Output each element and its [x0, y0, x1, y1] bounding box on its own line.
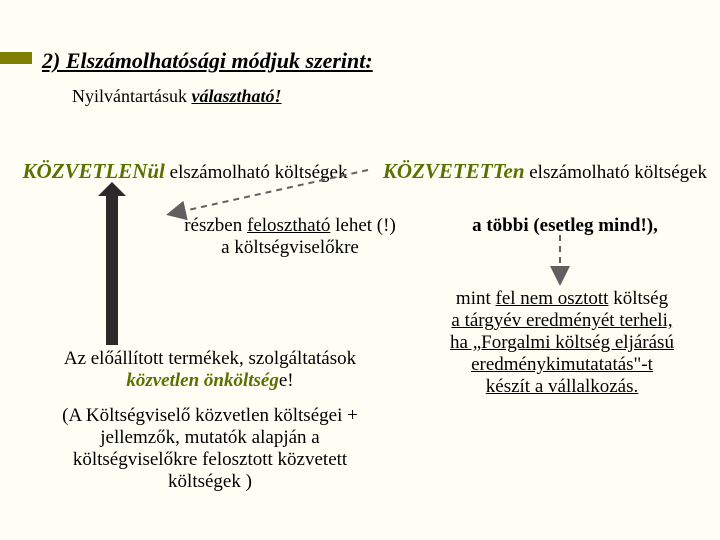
- mid-left-suffix: lehet (!): [330, 215, 395, 236]
- rb-l1c: költség: [608, 288, 668, 309]
- lb1-b: közvetlen önköltség: [126, 370, 279, 391]
- rb-l2: a tárgyév eredményét terheli,: [451, 310, 672, 331]
- rb-l1a: mint: [456, 288, 496, 309]
- lb1-c: e!: [279, 370, 294, 391]
- rb-l1b: fel nem osztott: [496, 288, 609, 309]
- mid-left-text: részben felosztható lehet (!) a költségv…: [160, 215, 420, 259]
- heading-left-rest: elszámolható költségek: [165, 162, 348, 183]
- mid-left-line2: a költségviselőkre: [221, 237, 359, 258]
- mid-left-ul: felosztható: [247, 215, 330, 236]
- rb-l3: ha „Forgalmi költség eljárású: [450, 332, 674, 353]
- slide-title: 2) Elszámolhatósági módjuk szerint:: [42, 48, 373, 74]
- heading-right-rest: elszámolható költségek: [525, 162, 708, 183]
- lb1-a: Az előállított termékek, szolgáltatások: [64, 348, 356, 369]
- mid-left-prefix: részben: [184, 215, 247, 236]
- slide-subtitle: Nyilvántartásuk választható!: [72, 86, 282, 107]
- right-bottom-block: mint fel nem osztott költség a tárgyév e…: [432, 288, 692, 398]
- rb-l4: eredménykimutatatás"-t: [471, 354, 653, 375]
- mid-right-text: a többi (esetleg mind!),: [450, 215, 680, 237]
- keyword-right: KÖZVETETTen: [383, 159, 525, 183]
- left-bottom-block-2: (A Költségviselő közvetlen költségei + j…: [40, 405, 380, 493]
- keyword-left: KÖZVETLENül: [23, 159, 165, 183]
- rb-l5: készít a vállalkozás.: [486, 376, 638, 397]
- accent-bar: [0, 52, 32, 64]
- left-bottom-block-1: Az előállított termékek, szolgáltatások …: [40, 348, 380, 392]
- column-heading-right: KÖZVETETTen elszámolható költségek: [368, 159, 720, 184]
- column-heading-left: KÖZVETLENül elszámolható költségek: [10, 159, 360, 184]
- subtitle-plain: Nyilvántartásuk: [72, 86, 191, 106]
- subtitle-emph: választható!: [191, 86, 281, 106]
